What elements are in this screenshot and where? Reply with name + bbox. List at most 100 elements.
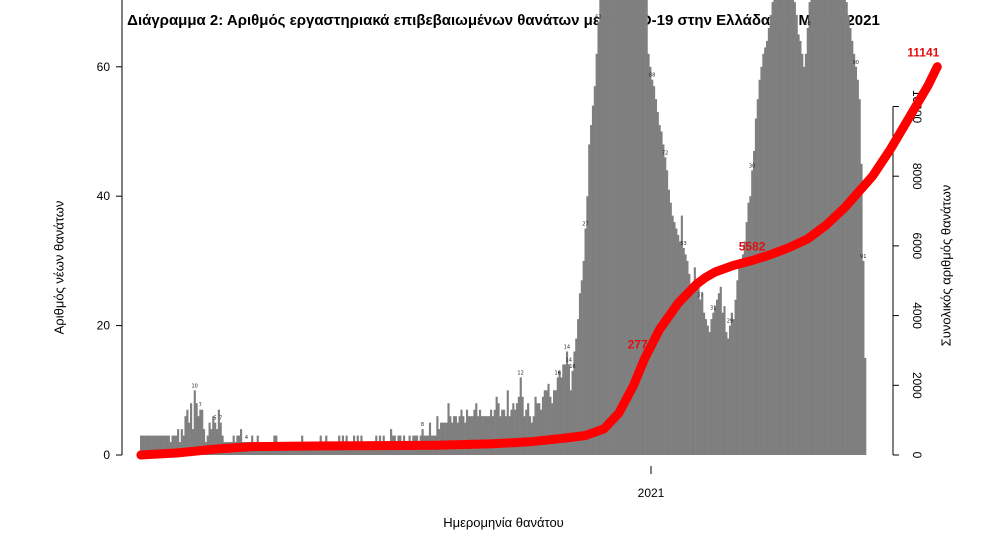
bar <box>449 416 452 455</box>
bar <box>478 409 482 455</box>
bar <box>152 435 156 455</box>
bar <box>738 267 741 455</box>
bar <box>654 99 658 456</box>
bar <box>156 435 159 455</box>
bar <box>830 0 833 455</box>
left-y-axis: 020406080100120 <box>97 0 123 462</box>
y-tick-label: 20 <box>97 319 111 333</box>
bar <box>269 448 272 455</box>
bar <box>656 112 659 455</box>
bar <box>495 396 498 455</box>
bar <box>210 429 213 455</box>
bar <box>206 435 209 455</box>
bar <box>786 0 789 455</box>
bar <box>788 0 791 455</box>
bar <box>593 86 596 456</box>
bar <box>851 40 854 456</box>
bar <box>588 144 591 455</box>
bar <box>690 286 693 455</box>
bar <box>699 299 702 455</box>
bar <box>703 312 706 455</box>
bar <box>580 280 583 455</box>
bar <box>545 390 548 455</box>
bar <box>177 429 180 455</box>
y2-axis-label: Συνολικός αριθμός θανάτων <box>938 184 954 347</box>
bar <box>475 403 478 455</box>
bar-value-label: 91 <box>860 254 866 260</box>
bar <box>467 416 470 455</box>
y2-tick-label: 6000 <box>910 233 924 260</box>
bar <box>862 260 865 455</box>
bar <box>604 0 608 455</box>
bar <box>553 390 556 455</box>
bar <box>190 403 193 455</box>
y-tick-label: 40 <box>97 189 111 203</box>
bar <box>477 416 480 455</box>
bar <box>793 2 796 455</box>
bar <box>849 27 852 455</box>
bar <box>501 409 504 455</box>
bar-value-label: 16 <box>554 370 560 376</box>
bar <box>603 0 606 455</box>
bar <box>291 448 295 455</box>
bar <box>617 0 620 455</box>
bar <box>791 0 795 455</box>
bar <box>488 416 491 455</box>
bar <box>286 448 289 455</box>
bar <box>158 435 161 455</box>
bar <box>640 0 643 455</box>
bar <box>834 0 837 456</box>
bar <box>717 293 720 455</box>
bar <box>195 403 198 455</box>
bar <box>758 79 761 456</box>
bar <box>584 228 587 455</box>
bar <box>765 40 769 456</box>
bar <box>451 422 454 455</box>
bar <box>643 0 646 456</box>
bar <box>853 53 856 456</box>
bar <box>149 435 152 455</box>
bar <box>454 416 457 455</box>
bar <box>790 0 793 455</box>
bar <box>638 0 641 455</box>
bar <box>436 416 439 455</box>
bar-value-label: 62 <box>595 15 601 21</box>
bar <box>736 280 739 455</box>
bar <box>614 0 617 455</box>
bar-value-label: 15 <box>886 0 892 2</box>
bar <box>260 448 263 455</box>
bar <box>445 422 448 455</box>
bar <box>532 416 535 455</box>
bar <box>649 66 652 456</box>
bar <box>541 396 545 455</box>
bar <box>184 416 187 455</box>
bar <box>664 157 667 455</box>
bar <box>201 409 204 455</box>
bar <box>499 416 502 455</box>
bar <box>465 409 469 455</box>
bar <box>514 409 517 455</box>
bar <box>675 228 678 455</box>
bar <box>627 0 630 455</box>
bar <box>162 435 165 455</box>
bar <box>854 66 858 456</box>
bar <box>845 2 848 455</box>
chart-title: Διάγραμμα 2: Αριθμός εργαστηριακά επιβεβ… <box>127 12 880 29</box>
bar <box>810 0 813 455</box>
y2-tick-label: 0 <box>910 452 924 459</box>
bar <box>838 0 841 455</box>
bar-value-label: 7 <box>199 403 202 409</box>
bar <box>493 409 496 455</box>
bar <box>141 435 145 455</box>
bar <box>191 429 195 455</box>
bar <box>175 435 178 455</box>
bar <box>547 383 550 455</box>
bar <box>188 422 191 455</box>
bar-value-label: 30 <box>749 163 755 169</box>
bar <box>517 396 520 455</box>
bar <box>491 416 495 455</box>
x-axis-label: Ημερομηνία θανάτου <box>443 515 564 530</box>
bar <box>523 416 526 455</box>
bar-value-label: 7 <box>219 416 222 422</box>
bar <box>293 448 296 455</box>
